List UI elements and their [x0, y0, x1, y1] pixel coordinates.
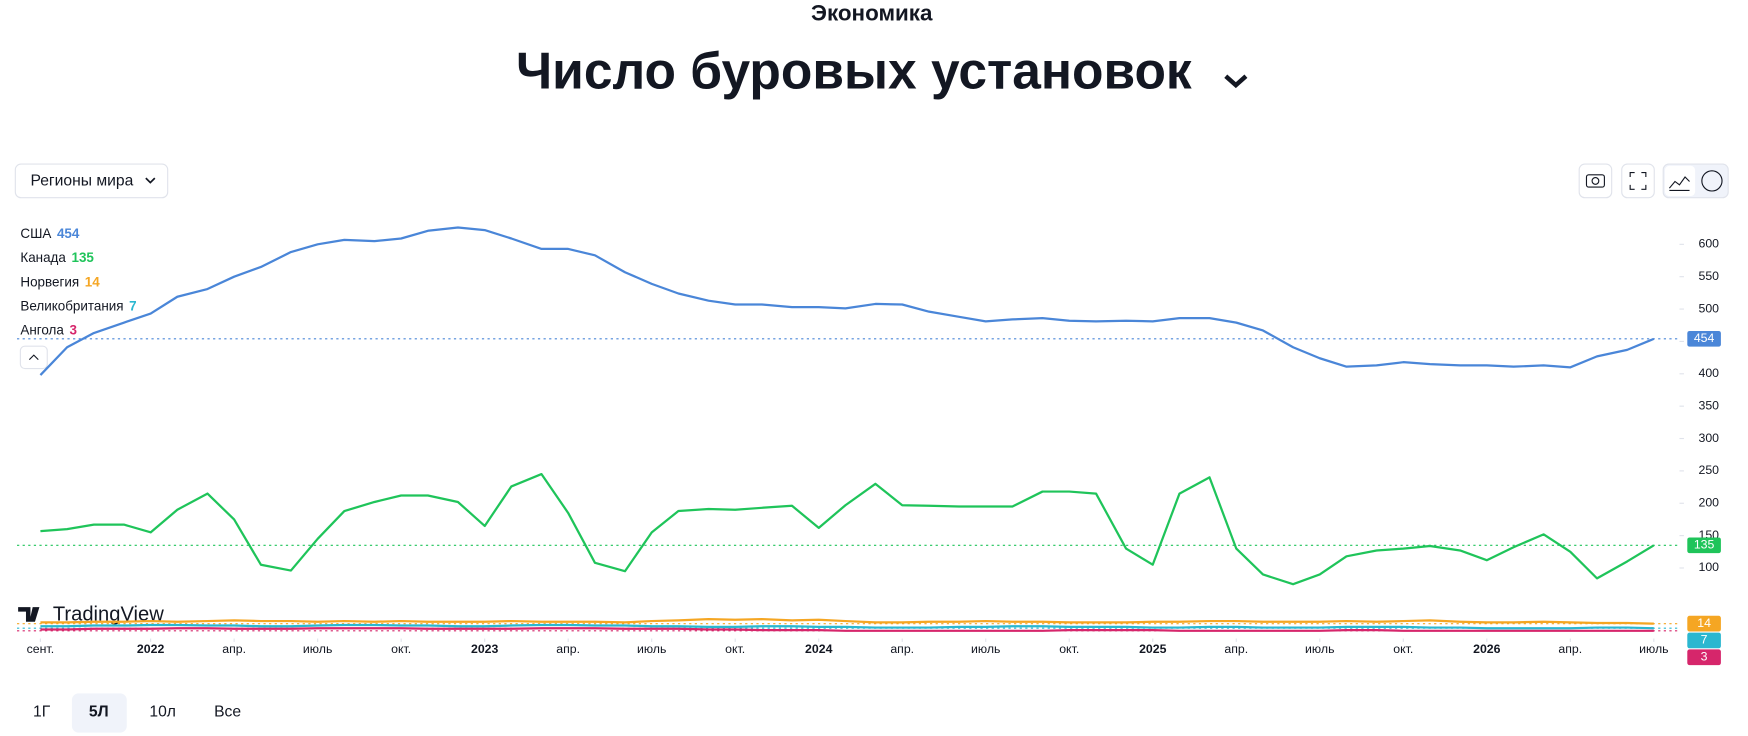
x-tick-label: апр.: [1224, 642, 1248, 656]
last-value-badge: [1687, 537, 1721, 554]
series-line: [40, 627, 1654, 632]
series-line: [40, 472, 1655, 586]
watermark: TradingView: [53, 603, 164, 625]
fullscreen-button[interactable]: [1621, 163, 1655, 199]
globe-icon[interactable]: [1701, 170, 1723, 192]
series-line: [40, 623, 1654, 630]
range-button[interactable]: 1Г: [33, 704, 51, 721]
legend-name: Ангола: [20, 322, 64, 337]
x-tick-label: окт.: [1059, 642, 1079, 656]
x-tick-label: апр.: [556, 642, 580, 656]
last-value-label: 454: [1694, 331, 1715, 345]
y-tick-label: 100: [1698, 560, 1719, 574]
x-tick-label: окт.: [725, 642, 745, 656]
chart-icon: [1668, 176, 1690, 192]
last-value-label: 135: [1694, 538, 1715, 552]
legend-value: 7: [129, 298, 136, 313]
last-value-badge: [1687, 615, 1721, 632]
range-active-bg: [71, 693, 127, 733]
screenshot-button[interactable]: [1578, 163, 1613, 199]
legend-entry: Великобритания 7: [20, 298, 136, 313]
range-button[interactable]: Все: [214, 704, 241, 721]
x-tick-label: 2025: [1139, 642, 1167, 656]
legend-name: Канада: [20, 250, 66, 265]
page-title: Число буровых установок: [516, 42, 1192, 100]
series-line: [40, 618, 1654, 625]
x-tick-label: апр.: [222, 642, 246, 656]
last-value-label: 14: [1697, 616, 1711, 630]
legend-value: 3: [69, 322, 76, 337]
y-tick-label: 550: [1698, 269, 1719, 283]
y-tick-label: 500: [1698, 301, 1719, 315]
range-button[interactable]: 5Л: [89, 704, 109, 721]
dropdown-label: Регионы мира: [30, 173, 133, 190]
region-dropdown[interactable]: [14, 163, 169, 199]
camera-lens: [1591, 176, 1600, 185]
legend-value: 14: [85, 274, 100, 289]
last-value-badge: [1687, 649, 1721, 666]
x-tick-label: сент.: [27, 642, 55, 656]
x-tick-label: 2026: [1473, 642, 1501, 656]
legend-value: 135: [71, 250, 94, 265]
tv-logo: [18, 607, 40, 622]
x-tick-label: 2024: [805, 642, 833, 656]
legend-entry: Канада 135: [20, 250, 94, 265]
legend-name: Великобритания: [20, 298, 123, 313]
x-tick-label: июль: [303, 642, 332, 656]
legend-entry: Норвегия 14: [20, 274, 100, 289]
x-tick-label: июль: [971, 642, 1000, 656]
legend-name: Норвегия: [20, 274, 79, 289]
y-tick-label: 600: [1698, 237, 1719, 251]
range-buttons: 1Г 5Л 10л Все: [33, 704, 241, 721]
legend-value: 454: [57, 226, 80, 241]
collapse-legend[interactable]: [19, 345, 48, 370]
last-value-label: 3: [1701, 650, 1708, 664]
y-tick-label: 300: [1698, 431, 1719, 445]
dropdown-chevron: [145, 177, 156, 184]
last-value-badge: [1687, 331, 1721, 347]
x-tick-label: апр.: [890, 642, 914, 656]
camera-icon: [1585, 174, 1605, 188]
x-tick-label: июль: [1305, 642, 1334, 656]
y-tick-label: 350: [1698, 398, 1719, 412]
last-value-label: 7: [1701, 633, 1708, 647]
y-tick-label: 400: [1698, 366, 1719, 380]
x-tick-label: июль: [1639, 642, 1668, 656]
x-tick-label: апр.: [1558, 642, 1582, 656]
last-value-badge: [1687, 632, 1721, 649]
series-line: [39, 226, 1655, 376]
x-tick-label: 2023: [471, 642, 499, 656]
x-tick-label: 2022: [137, 642, 165, 656]
section-label: Экономика: [811, 0, 933, 25]
x-tick-label: июль: [637, 642, 666, 656]
x-tick-label: окт.: [1393, 642, 1413, 656]
x-tick-label: окт.: [391, 642, 411, 656]
collapse-chevron: [28, 354, 39, 360]
legend-entry: Ангола 3: [20, 322, 77, 337]
y-tick-label: 250: [1698, 463, 1719, 477]
y-tick-label: 200: [1698, 496, 1719, 510]
legend-name: США: [20, 226, 51, 241]
fullscreen-icon: [1629, 171, 1647, 190]
range-button[interactable]: 10л: [149, 704, 176, 721]
legend-entry: США 454: [20, 226, 80, 241]
title-chevron[interactable]: [1224, 74, 1248, 89]
chart-view-button[interactable]: [1664, 165, 1696, 197]
